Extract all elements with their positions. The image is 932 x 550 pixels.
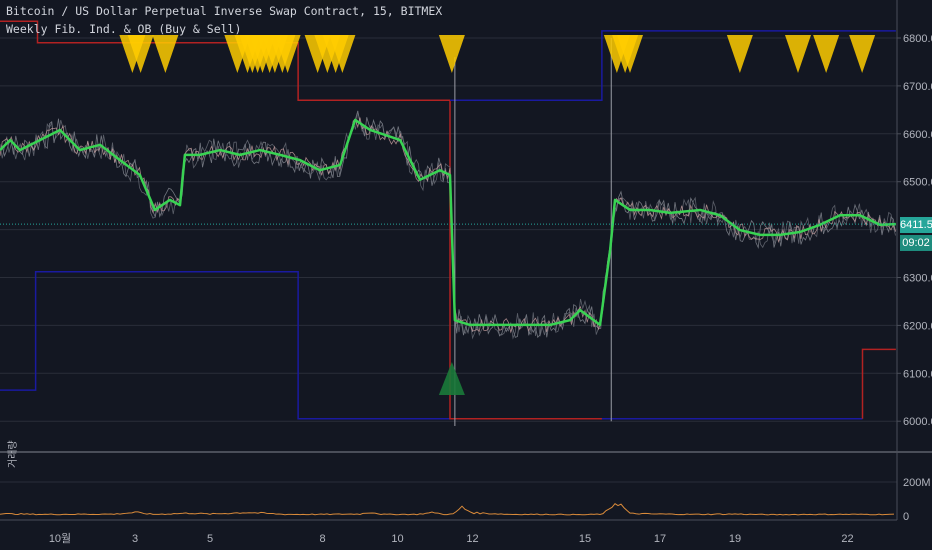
volume-pane-label: 거래량 <box>8 440 19 468</box>
moving-average-line <box>0 118 896 327</box>
price-band-line <box>0 110 896 340</box>
fib-right-line <box>861 348 896 419</box>
price-tick-label: 6000.0 <box>903 416 932 428</box>
price-tick-label: 6800.0 <box>903 33 932 45</box>
price-tick-label: 6300.0 <box>903 273 932 285</box>
sell-signal-icon <box>274 35 301 73</box>
indicator-title[interactable]: Weekly Fib. Ind. & OB (Buy & Sell) <box>6 22 242 36</box>
price-tick-label: 6700.0 <box>903 81 932 93</box>
volume-tick-label: 200M <box>903 477 931 489</box>
sell-signal-icon <box>617 35 643 73</box>
time-tick-label: 10월 <box>49 532 71 545</box>
volume-line <box>0 503 895 516</box>
sell-signal-icon <box>813 35 840 73</box>
time-tick-label: 15 <box>579 533 591 545</box>
time-tick-label: 19 <box>729 533 741 545</box>
time-tick-label: 17 <box>654 533 666 545</box>
time-tick-label: 22 <box>841 533 853 545</box>
sell-signal-icon <box>849 35 876 73</box>
last-price-badge: 6411.5 <box>900 217 932 233</box>
sell-signal-icon <box>726 35 753 73</box>
fib-upper-line <box>450 30 896 102</box>
sell-signal-icon <box>152 35 179 73</box>
time-tick-label: 5 <box>207 533 213 545</box>
price-tick-label: 6200.0 <box>903 320 932 332</box>
time-tick-label: 12 <box>466 533 478 545</box>
symbol-title: Bitcoin / US Dollar Perpetual Inverse Sw… <box>6 4 443 18</box>
buy-signal-icon <box>438 362 465 395</box>
sell-signal-icon <box>438 35 465 73</box>
time-tick-label: 10 <box>391 533 403 545</box>
sell-signal-icon <box>785 35 811 73</box>
price-tick-label: 6500.0 <box>903 177 932 189</box>
countdown-badge: 09:02 <box>900 235 932 251</box>
sell-signal-icon <box>127 35 154 73</box>
fib-low-line <box>0 271 863 420</box>
time-tick-label: 3 <box>132 533 138 545</box>
time-tick-label: 8 <box>319 533 325 545</box>
volume-tick-label: 0 <box>903 511 909 523</box>
sell-signal-icon <box>329 35 356 73</box>
price-tick-label: 6100.0 <box>903 368 932 380</box>
price-tick-label: 6600.0 <box>903 129 932 141</box>
fib-high-line <box>0 20 602 420</box>
